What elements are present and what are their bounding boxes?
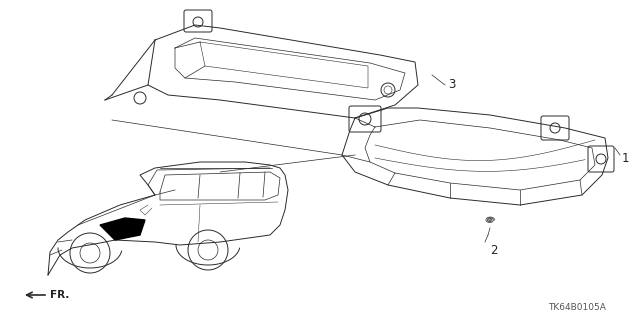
Polygon shape bbox=[100, 218, 145, 240]
Text: TK64B0105A: TK64B0105A bbox=[548, 303, 606, 313]
Text: 2: 2 bbox=[490, 243, 497, 256]
Text: 1: 1 bbox=[622, 152, 630, 165]
Text: FR.: FR. bbox=[50, 290, 69, 300]
Text: 3: 3 bbox=[448, 78, 456, 92]
